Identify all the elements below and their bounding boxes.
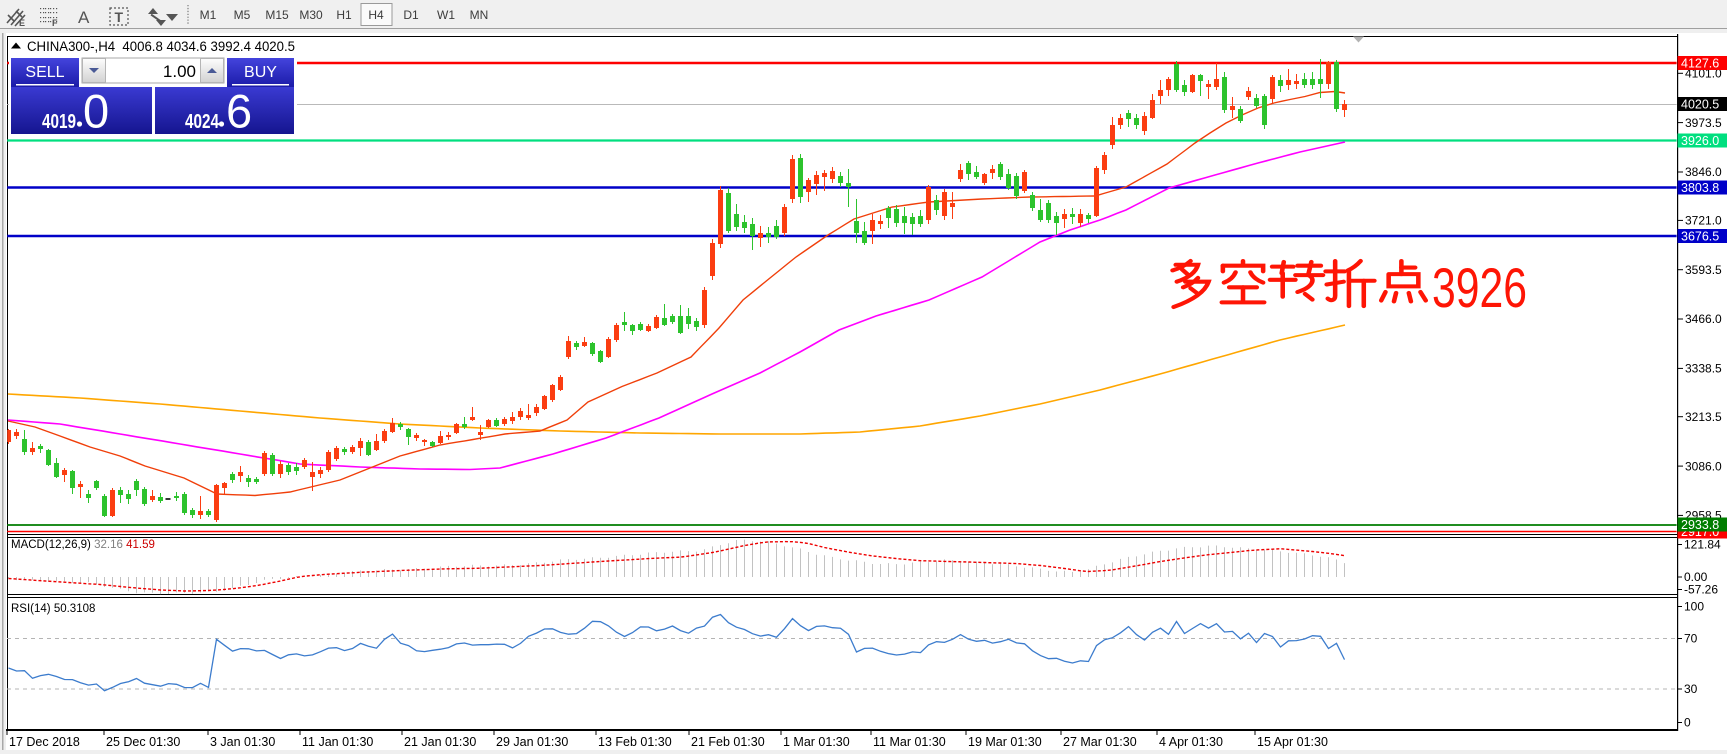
svg-text:MACD(12,26,9) 32.16 41.59: MACD(12,26,9) 32.16 41.59 [11, 539, 155, 551]
svg-text:29 Jan 01:30: 29 Jan 01:30 [496, 735, 568, 749]
svg-text:3593.5: 3593.5 [1685, 263, 1722, 277]
svg-text:3803.8: 3803.8 [1681, 181, 1719, 195]
svg-text:-57.26: -57.26 [1684, 583, 1718, 597]
svg-text:21 Jan 01:30: 21 Jan 01:30 [404, 735, 476, 749]
svg-text:M1: M1 [200, 8, 217, 22]
svg-text:1 Mar 01:30: 1 Mar 01:30 [783, 735, 850, 749]
svg-text:70: 70 [1684, 632, 1698, 646]
svg-text:11 Mar 01:30: 11 Mar 01:30 [873, 735, 946, 749]
svg-text:6: 6 [226, 85, 252, 138]
svg-text:3846.0: 3846.0 [1685, 165, 1722, 179]
svg-text:MN: MN [470, 8, 489, 22]
svg-text:M30: M30 [299, 8, 323, 22]
svg-text:3466.0: 3466.0 [1685, 312, 1722, 326]
svg-text:F: F [52, 18, 58, 28]
svg-text:RSI(14) 50.3108: RSI(14) 50.3108 [11, 603, 95, 615]
svg-text:CHINA300-,H4 4006.8 4034.6 39: CHINA300-,H4 4006.8 4034.6 3992.4 4020.5 [27, 39, 295, 54]
svg-text:0: 0 [83, 85, 109, 138]
svg-text:2933.8: 2933.8 [1681, 518, 1719, 532]
svg-text:3721.0: 3721.0 [1685, 214, 1722, 228]
svg-text:A: A [78, 8, 90, 27]
svg-text:H1: H1 [336, 8, 352, 22]
svg-text:19 Mar 01:30: 19 Mar 01:30 [968, 735, 1042, 749]
svg-text:3676.5: 3676.5 [1681, 230, 1719, 244]
svg-text:0.00: 0.00 [1684, 570, 1708, 584]
svg-text:4019: 4019 [42, 111, 76, 133]
svg-text:D1: D1 [403, 8, 419, 22]
svg-text:3338.5: 3338.5 [1685, 362, 1722, 376]
svg-text:4020.5: 4020.5 [1681, 98, 1719, 112]
svg-text:3926.0: 3926.0 [1681, 134, 1719, 148]
svg-text:27 Mar 01:30: 27 Mar 01:30 [1063, 735, 1137, 749]
svg-text:M5: M5 [234, 8, 251, 22]
svg-text:BUY: BUY [244, 64, 277, 81]
svg-text:T: T [115, 9, 124, 25]
svg-text:3973.5: 3973.5 [1685, 116, 1722, 130]
svg-text:1.00: 1.00 [163, 62, 196, 81]
svg-text:E: E [19, 18, 25, 28]
svg-text:4 Apr 01:30: 4 Apr 01:30 [1159, 735, 1223, 749]
svg-text:13 Feb 01:30: 13 Feb 01:30 [598, 735, 672, 749]
svg-text:0: 0 [1684, 716, 1691, 730]
svg-text:H4: H4 [368, 8, 384, 22]
svg-text:3086.0: 3086.0 [1685, 459, 1722, 473]
svg-text:25 Dec 01:30: 25 Dec 01:30 [106, 735, 180, 749]
svg-text:3213.5: 3213.5 [1685, 410, 1722, 424]
svg-text:21 Feb 01:30: 21 Feb 01:30 [691, 735, 765, 749]
svg-text:17 Dec 2018: 17 Dec 2018 [9, 735, 80, 749]
svg-text:3 Jan 01:30: 3 Jan 01:30 [210, 735, 275, 749]
svg-text:30: 30 [1684, 682, 1698, 696]
svg-text:100: 100 [1684, 600, 1704, 614]
svg-text:11 Jan 01:30: 11 Jan 01:30 [302, 735, 373, 749]
svg-text:15 Apr 01:30: 15 Apr 01:30 [1257, 735, 1328, 749]
svg-text:4127.6: 4127.6 [1681, 57, 1719, 71]
svg-text:M15: M15 [265, 8, 289, 22]
svg-text:3926: 3926 [1432, 256, 1527, 319]
svg-text:W1: W1 [437, 8, 455, 22]
svg-text:121.84: 121.84 [1684, 538, 1721, 552]
svg-text:SELL: SELL [25, 64, 64, 81]
svg-text:4024: 4024 [185, 111, 220, 133]
